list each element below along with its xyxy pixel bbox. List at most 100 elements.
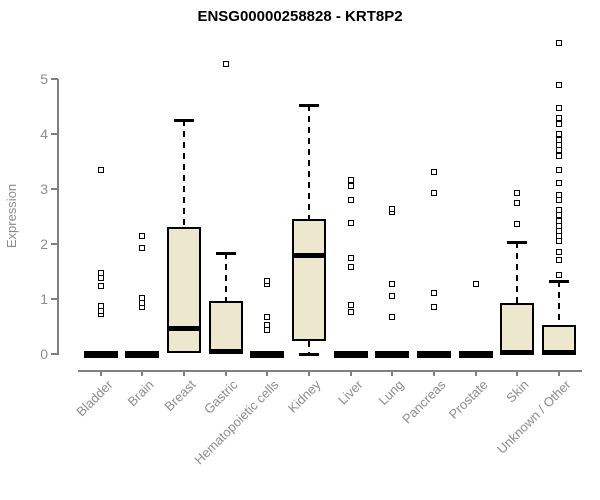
whisker-line — [308, 341, 311, 354]
whisker-cap — [299, 353, 320, 356]
outlier-point — [347, 263, 354, 270]
x-axis-tick — [183, 370, 186, 376]
y-axis-line — [57, 79, 59, 355]
y-axis-tick — [51, 188, 58, 190]
x-axis-tick — [433, 370, 436, 376]
box — [500, 303, 535, 354]
outlier-point — [347, 182, 354, 189]
x-axis-tick — [99, 370, 102, 376]
whisker-cap — [549, 279, 570, 283]
whisker-line — [558, 280, 561, 326]
outlier-point — [556, 121, 563, 128]
outlier-point — [347, 197, 354, 203]
y-axis-tick-label: 3 — [40, 181, 48, 197]
box — [542, 325, 577, 354]
collapsed-box — [125, 351, 160, 358]
outlier-point — [431, 303, 438, 310]
outlier-point — [139, 295, 146, 302]
whisker-line — [516, 241, 519, 304]
outlier-point — [472, 281, 479, 288]
chart-title: ENSG00000258828 - KRT8P2 — [197, 8, 403, 25]
outlier-point — [556, 271, 563, 278]
x-axis-line — [78, 370, 582, 372]
collapsed-box — [83, 351, 118, 358]
y-axis-tick — [51, 133, 58, 135]
outlier-point — [389, 281, 396, 288]
whisker-cap — [299, 104, 320, 108]
outlier-point — [264, 277, 271, 284]
outlier-point — [389, 293, 396, 300]
median-line — [500, 349, 535, 355]
outlier-point — [514, 220, 521, 227]
outlier-point — [556, 82, 563, 89]
y-axis-tick-label: 1 — [40, 291, 48, 307]
x-axis-tick — [516, 370, 519, 376]
median-line — [292, 253, 327, 258]
y-axis-tick — [51, 353, 58, 355]
whisker-cap — [215, 251, 236, 255]
whisker-cap — [507, 240, 528, 244]
y-axis-tick — [51, 243, 58, 245]
outlier-point — [347, 302, 354, 309]
x-axis-tick — [558, 370, 561, 376]
outlier-point — [347, 308, 354, 315]
outlier-point — [139, 245, 146, 252]
y-axis-tick — [51, 298, 58, 300]
outlier-point — [389, 206, 396, 213]
outlier-point — [97, 270, 104, 277]
box — [292, 218, 327, 342]
outlier-point — [431, 289, 438, 296]
y-axis-tick-label: 5 — [40, 71, 48, 87]
outlier-point — [347, 220, 354, 227]
y-axis-tick-label: 4 — [40, 126, 48, 142]
outlier-point — [347, 254, 354, 261]
whisker-line — [183, 120, 186, 227]
median-line — [208, 349, 243, 355]
x-axis-tick — [391, 370, 394, 376]
outlier-point — [556, 256, 563, 263]
outlier-point — [389, 314, 396, 321]
collapsed-box — [375, 351, 410, 358]
collapsed-box — [417, 351, 452, 358]
outlier-point — [556, 131, 563, 137]
outlier-point — [556, 249, 563, 256]
y-axis-tick-label: 0 — [40, 346, 48, 362]
outlier-point — [347, 177, 354, 184]
x-axis-tick — [266, 370, 269, 376]
outlier-point — [556, 39, 563, 46]
outlier-point — [431, 190, 438, 197]
outlier-point — [556, 179, 563, 186]
outlier-point — [97, 166, 104, 173]
outlier-point — [139, 232, 146, 239]
outlier-point — [556, 105, 563, 112]
outlier-point — [514, 189, 521, 196]
box — [208, 300, 243, 354]
x-axis-tick — [308, 370, 311, 376]
box — [167, 226, 202, 353]
x-axis-tick — [224, 370, 227, 376]
outlier-point — [556, 238, 563, 245]
outlier-point — [264, 313, 271, 320]
outlier-point — [556, 192, 563, 199]
outlier-point — [431, 168, 438, 175]
outlier-point — [556, 153, 563, 159]
x-axis-tick — [349, 370, 352, 376]
outlier-point — [264, 321, 271, 328]
collapsed-box — [458, 351, 493, 358]
median-line — [542, 349, 577, 355]
outlier-point — [222, 61, 229, 68]
outlier-point — [514, 199, 521, 206]
whisker-line — [308, 105, 311, 219]
outlier-point — [97, 282, 104, 289]
outlier-point — [556, 137, 563, 144]
outlier-point — [97, 302, 104, 309]
x-axis-tick — [474, 370, 477, 376]
outlier-point — [556, 166, 563, 173]
collapsed-box — [250, 351, 285, 358]
y-axis-tick-label: 2 — [40, 236, 48, 252]
whisker-cap — [174, 119, 195, 123]
outlier-point — [556, 206, 563, 213]
y-axis-tick — [51, 78, 58, 80]
